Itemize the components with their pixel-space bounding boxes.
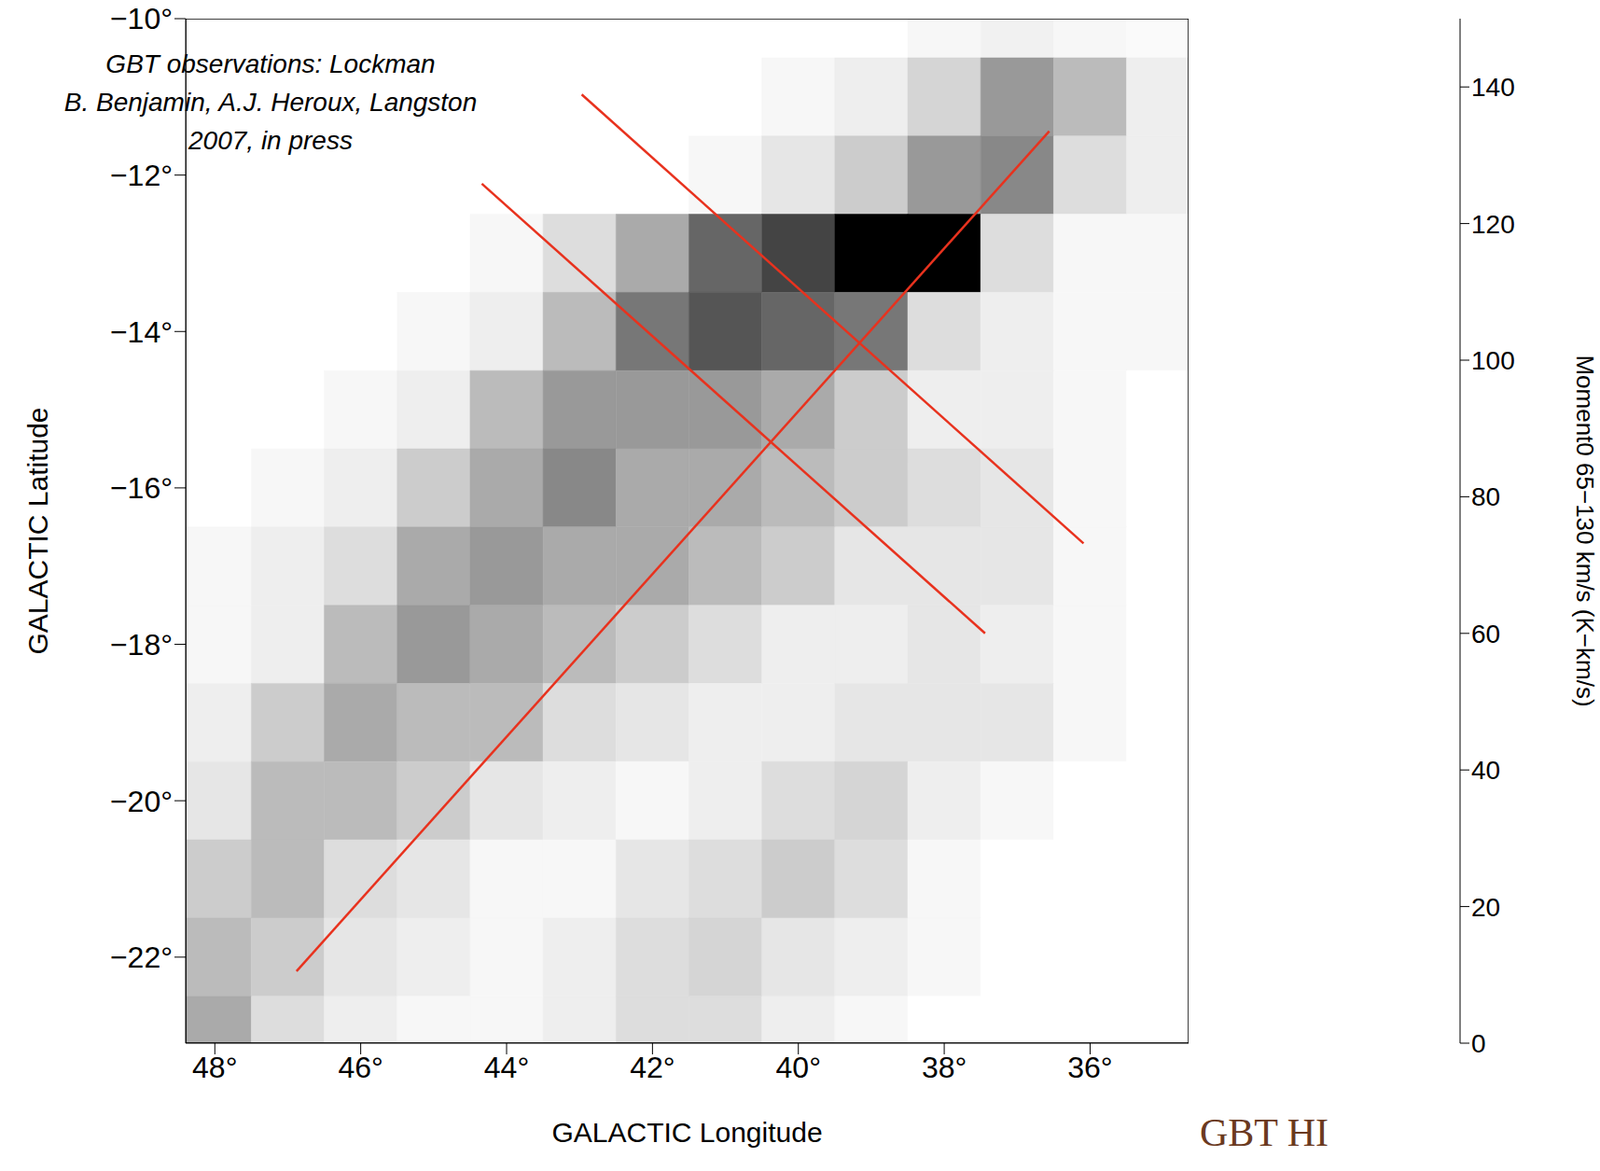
svg-text:100: 100	[1471, 346, 1516, 376]
svg-text:40°: 40°	[776, 1050, 821, 1085]
svg-text:20: 20	[1471, 892, 1501, 922]
svg-text:−20°: −20°	[110, 784, 173, 819]
svg-text:40: 40	[1471, 755, 1501, 785]
svg-text:60: 60	[1471, 619, 1501, 649]
svg-text:42°: 42°	[629, 1050, 675, 1085]
svg-text:80: 80	[1471, 482, 1501, 512]
svg-text:−18°: −18°	[110, 627, 173, 662]
svg-text:−12°: −12°	[110, 158, 173, 193]
svg-text:Moment0 65−130 km/s (K−km/s): Moment0 65−130 km/s (K−km/s)	[1571, 354, 1600, 707]
svg-text:140: 140	[1471, 72, 1516, 102]
svg-text:GBT observations: Lockman: GBT observations: Lockman	[105, 49, 435, 79]
svg-text:48°: 48°	[192, 1050, 237, 1085]
svg-text:2007, in press: 2007, in press	[187, 125, 353, 155]
svg-text:0: 0	[1471, 1029, 1487, 1058]
svg-text:GALACTIC Latitude: GALACTIC Latitude	[22, 406, 54, 654]
svg-text:−22°: −22°	[110, 940, 173, 974]
svg-text:B. Benjamin, A.J. Heroux, Lang: B. Benjamin, A.J. Heroux, Langston	[64, 87, 478, 117]
svg-text:−16°: −16°	[110, 471, 173, 505]
svg-text:−14°: −14°	[110, 315, 173, 349]
svg-text:−10°: −10°	[110, 1, 173, 36]
svg-text:36°: 36°	[1067, 1050, 1113, 1085]
svg-text:44°: 44°	[484, 1050, 529, 1085]
svg-text:120: 120	[1471, 209, 1516, 239]
svg-text:38°: 38°	[921, 1050, 967, 1085]
svg-text:GALACTIC Longitude: GALACTIC Longitude	[551, 1116, 822, 1148]
svg-text:GBT HI: GBT HI	[1199, 1111, 1329, 1155]
svg-text:46°: 46°	[337, 1050, 383, 1085]
